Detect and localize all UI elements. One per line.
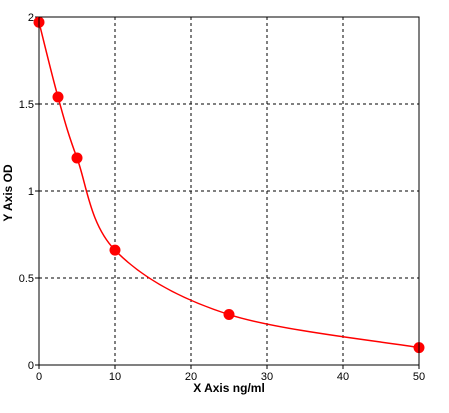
data-points bbox=[33, 16, 425, 354]
data-point bbox=[223, 309, 235, 321]
data-point bbox=[71, 152, 83, 164]
fitted-curve bbox=[38, 22, 420, 349]
y-tick-label: 2 bbox=[28, 12, 34, 24]
x-tick-label: 10 bbox=[109, 371, 121, 383]
data-point bbox=[52, 91, 64, 103]
plot-frame bbox=[38, 16, 420, 366]
y-axis-ticks: 0 0.5 1 1.5 2 bbox=[19, 12, 39, 372]
x-tick-label: 40 bbox=[337, 371, 349, 383]
y-tick-label: 0.5 bbox=[19, 273, 34, 285]
y-tick-label: 1 bbox=[28, 186, 34, 198]
x-tick-label: 50 bbox=[413, 371, 425, 383]
x-axis-label: X Axis ng/ml bbox=[193, 381, 265, 395]
y-axis-label: Y Axis OD bbox=[1, 164, 15, 222]
x-tick-label: 0 bbox=[36, 371, 42, 383]
data-point bbox=[109, 244, 121, 256]
y-tick-label: 1.5 bbox=[19, 99, 34, 111]
y-tick-label: 0 bbox=[28, 360, 34, 372]
x-axis-ticks: 0 10 20 30 40 50 bbox=[36, 365, 425, 383]
grid-lines bbox=[39, 17, 419, 365]
x-tick-label: 20 bbox=[185, 371, 197, 383]
x-tick-label: 30 bbox=[261, 371, 273, 383]
